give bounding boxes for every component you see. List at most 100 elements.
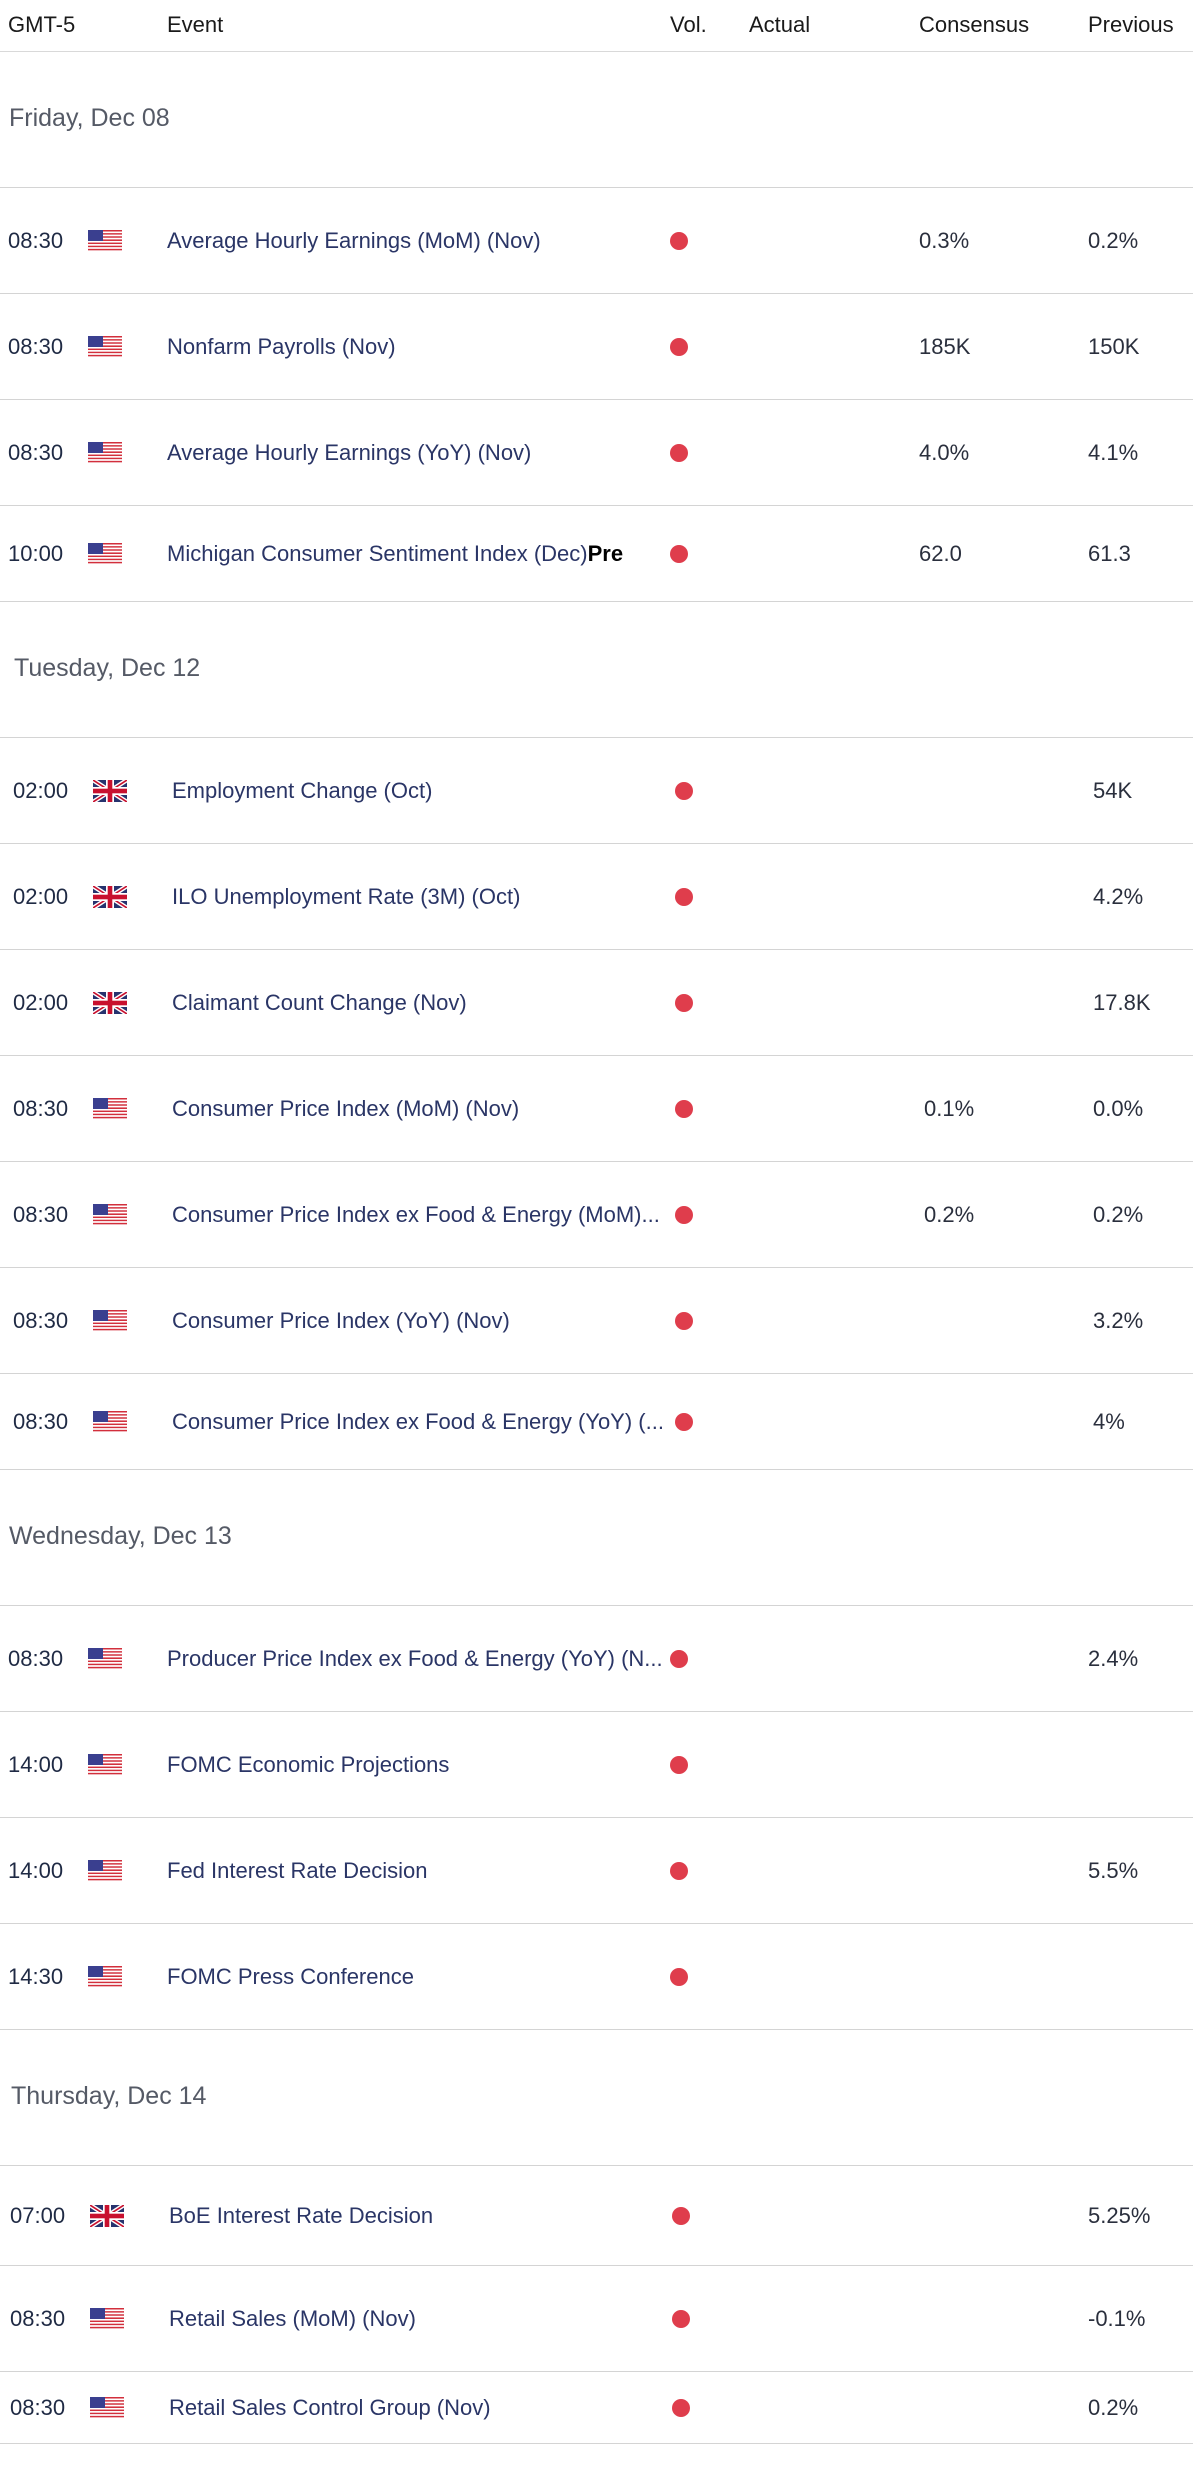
event-name-text: Consumer Price Index ex Food & Energy (M… [172,1202,660,1227]
event-row[interactable]: 10:00 Michigan Consumer Sentiment Index (… [0,505,1193,602]
event-row[interactable]: 08:30 Retail Sales Control Group (Nov) 0.2… [0,2371,1193,2444]
day-header: Tuesday, Dec 12 [14,654,201,682]
volatility-header: Vol. [670,12,707,37]
event-name-text: FOMC Economic Projections [167,1752,450,1777]
event-row[interactable]: 02:00 Claimant Count Change (Nov) 17.8K [0,949,1193,1056]
event-name-text: Retail Sales (MoM) (Nov) [169,2306,416,2331]
day-header: Thursday, Dec 14 [11,2082,207,2110]
event-name[interactable]: Employment Change (Oct) [172,778,432,804]
event-time: 07:00 [10,2203,66,2228]
uk-flag-icon [91,884,129,910]
event-name[interactable]: Producer Price Index ex Food & Energy (Y… [167,1646,663,1672]
section-divider [0,2029,1193,2030]
high-volatility-icon [670,444,688,462]
day-header: Wednesday, Dec 13 [9,1522,232,1550]
us-flag-icon [93,1098,127,1120]
event-time: 14:00 [8,1752,64,1777]
event-name[interactable]: ILO Unemployment Rate (3M) (Oct) [172,884,520,910]
us-flag-icon [93,1204,127,1226]
previous-value: 61.3 [1088,541,1131,566]
us-flag-icon [88,1754,122,1776]
event-name[interactable]: Claimant Count Change (Nov) [172,990,467,1016]
high-volatility-icon [670,545,688,563]
event-name-text: Average Hourly Earnings (MoM) (Nov) [167,228,541,253]
event-name-text: ILO Unemployment Rate (3M) (Oct) [172,884,521,909]
previous-header: Previous [1088,12,1174,37]
event-name-text: Michigan Consumer Sentiment Index (Dec) [167,541,588,566]
event-row[interactable]: 14:30 FOMC Press Conference [0,1923,1193,2030]
event-row[interactable]: 08:30 Retail Sales (MoM) (Nov) -0.1% [0,2265,1193,2372]
event-time: 08:30 [10,2306,66,2331]
event-name[interactable]: FOMC Press Conference [167,1964,414,1990]
event-time: 08:30 [8,228,64,253]
previous-value: 0.2% [1093,1202,1144,1227]
event-time: 14:00 [8,1858,64,1883]
event-name-text: Claimant Count Change (Nov) [172,990,467,1015]
us-flag-icon [88,1966,122,1988]
event-time: 08:30 [10,2395,66,2420]
event-row[interactable]: 08:30 Producer Price Index ex Food & Ener… [0,1605,1193,1712]
us-flag-icon [88,1648,122,1670]
us-flag-icon [88,336,122,358]
event-name[interactable]: Fed Interest Rate Decision [167,1858,427,1884]
event-time: 02:00 [13,884,69,909]
event-name[interactable]: BoE Interest Rate Decision [169,2203,433,2229]
previous-value: 4% [1093,1409,1125,1434]
event-name[interactable]: Average Hourly Earnings (YoY) (Nov) [167,440,531,466]
event-name[interactable]: Consumer Price Index (MoM) (Nov) [172,1096,519,1122]
actual-header: Actual [749,12,811,37]
previous-value: -0.1% [1088,2306,1146,2331]
us-flag-icon [90,2397,124,2419]
event-name-text: Consumer Price Index ex Food & Energy (Y… [172,1409,664,1434]
event-name[interactable]: FOMC Economic Projections [167,1752,449,1778]
event-time: 02:00 [13,990,69,1015]
event-row[interactable]: 08:30 Nonfarm Payrolls (Nov) 185K 150K [0,293,1193,400]
previous-value: 5.5% [1088,1858,1139,1883]
consensus-value: 0.2% [924,1202,975,1227]
event-row[interactable]: 02:00 ILO Unemployment Rate (3M) (Oct) 4.2… [0,843,1193,950]
event-time: 08:30 [8,334,64,359]
high-volatility-icon [670,1862,688,1880]
event-name-text: Retail Sales Control Group (Nov) [169,2395,491,2420]
previous-value: 2.4% [1088,1646,1139,1671]
event-name[interactable]: Average Hourly Earnings (MoM) (Nov) [167,228,541,254]
previous-value: 3.2% [1093,1308,1144,1333]
event-name[interactable]: Consumer Price Index ex Food & Energy (Y… [172,1409,664,1435]
event-row[interactable]: 14:00 FOMC Economic Projections [0,1711,1193,1818]
event-name[interactable]: Retail Sales (MoM) (Nov) [169,2306,416,2332]
event-row[interactable]: 14:00 Fed Interest Rate Decision 5.5% [0,1817,1193,1924]
high-volatility-icon [672,2207,690,2225]
event-row[interactable]: 08:30 Consumer Price Index (MoM) (Nov) 0.1… [0,1055,1193,1162]
high-volatility-icon [670,1756,688,1774]
event-name[interactable]: Consumer Price Index ex Food & Energy (M… [172,1202,660,1228]
consensus-value: 62.0 [919,541,962,566]
event-row[interactable]: 08:30 Average Hourly Earnings (YoY) (Nov)… [0,399,1193,506]
consensus-header: Consensus [919,12,1030,37]
timezone-header[interactable]: GMT-5 [8,12,76,37]
event-name-text: BoE Interest Rate Decision [169,2203,434,2228]
event-time: 08:30 [13,1409,69,1434]
event-row[interactable]: 08:30 Consumer Price Index ex Food & Ener… [0,1373,1193,1470]
event-row[interactable]: 08:30 Average Hourly Earnings (MoM) (Nov)… [0,187,1193,294]
event-name[interactable]: Consumer Price Index (YoY) (Nov) [172,1308,510,1334]
event-row[interactable]: 08:30 Consumer Price Index ex Food & Ener… [0,1161,1193,1268]
event-name-text: Consumer Price Index (YoY) (Nov) [172,1308,510,1333]
event-name[interactable]: Nonfarm Payrolls (Nov) [167,334,396,360]
consensus-value: 0.1% [924,1096,975,1121]
event-name[interactable]: Michigan Consumer Sentiment Index (Dec)P… [167,541,623,567]
previous-value: 0.2% [1088,228,1139,253]
high-volatility-icon [675,994,693,1012]
section-divider [0,601,1193,602]
us-flag-icon [88,442,122,464]
previous-value: 0.0% [1093,1096,1144,1121]
previous-value: 4.1% [1088,440,1139,465]
event-row[interactable]: 07:00 BoE Interest Rate Decision 5.25% [0,2165,1193,2266]
event-time: 14:30 [8,1964,64,1989]
event-name[interactable]: Retail Sales Control Group (Nov) [169,2395,491,2421]
high-volatility-icon [675,782,693,800]
consensus-value: 185K [919,334,971,359]
event-time: 08:30 [13,1308,69,1333]
event-row[interactable]: 02:00 Employment Change (Oct) 54K [0,737,1193,844]
event-name-text: Consumer Price Index (MoM) (Nov) [172,1096,520,1121]
event-row[interactable]: 08:30 Consumer Price Index (YoY) (Nov) 3.2… [0,1267,1193,1374]
